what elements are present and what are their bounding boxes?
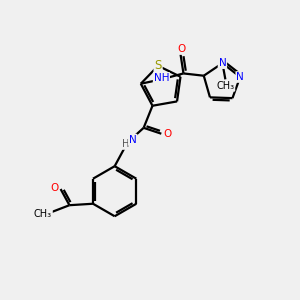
- Text: CH₃: CH₃: [216, 81, 234, 91]
- Text: S: S: [154, 59, 162, 72]
- Text: CH₃: CH₃: [34, 209, 52, 219]
- Text: N: N: [129, 135, 136, 145]
- Text: O: O: [177, 44, 185, 54]
- Text: N: N: [218, 58, 226, 68]
- Text: N: N: [236, 72, 244, 82]
- Text: O: O: [50, 182, 58, 193]
- Text: O: O: [164, 129, 172, 139]
- Text: NH: NH: [154, 73, 169, 83]
- Text: H: H: [122, 139, 130, 149]
